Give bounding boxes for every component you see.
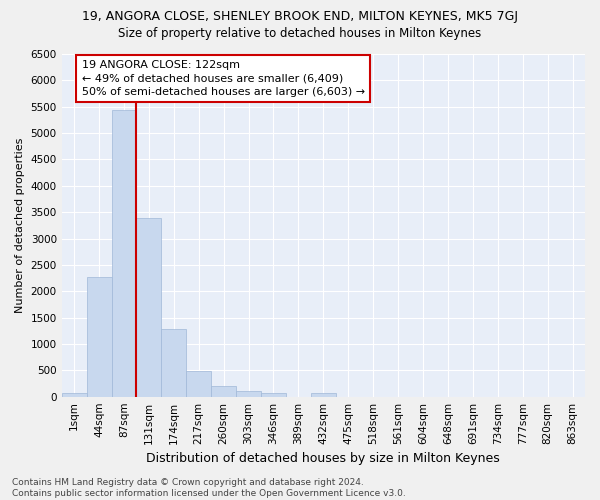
Bar [186,372,211,396]
Bar [161,329,186,396]
Bar [311,393,336,396]
Text: 19 ANGORA CLOSE: 122sqm
← 49% of detached houses are smaller (6,409)
50% of semi: 19 ANGORA CLOSE: 122sqm ← 49% of detache… [82,60,365,96]
Text: Contains HM Land Registry data © Crown copyright and database right 2024.
Contai: Contains HM Land Registry data © Crown c… [12,478,406,498]
Bar [112,110,136,397]
Bar [86,277,112,396]
Text: Size of property relative to detached houses in Milton Keynes: Size of property relative to detached ho… [118,28,482,40]
Bar [261,393,286,396]
Bar [62,392,86,396]
X-axis label: Distribution of detached houses by size in Milton Keynes: Distribution of detached houses by size … [146,452,500,465]
Y-axis label: Number of detached properties: Number of detached properties [15,138,25,313]
Bar [211,386,236,396]
Bar [236,392,261,396]
Bar [136,218,161,396]
Text: 19, ANGORA CLOSE, SHENLEY BROOK END, MILTON KEYNES, MK5 7GJ: 19, ANGORA CLOSE, SHENLEY BROOK END, MIL… [82,10,518,23]
